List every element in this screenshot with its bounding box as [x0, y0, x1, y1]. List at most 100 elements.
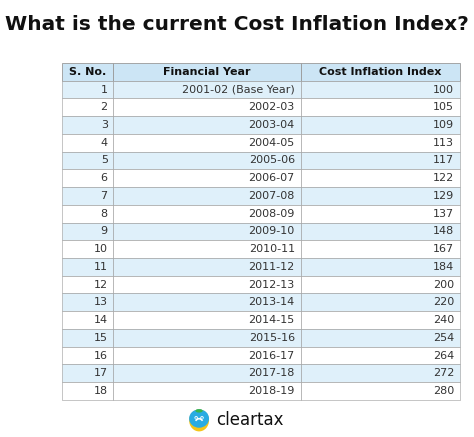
Bar: [62, 364, 113, 382]
Text: 2: 2: [100, 102, 108, 112]
Bar: [62, 134, 113, 152]
Bar: [62, 152, 113, 170]
Circle shape: [201, 417, 203, 419]
Text: 18: 18: [93, 386, 108, 396]
Text: 1: 1: [100, 85, 108, 94]
Bar: [113, 134, 301, 152]
Text: 2005-06: 2005-06: [249, 156, 295, 166]
Text: Financial Year: Financial Year: [163, 67, 251, 77]
Circle shape: [194, 416, 198, 419]
Text: 272: 272: [433, 368, 454, 378]
Bar: [301, 382, 460, 400]
Bar: [113, 311, 301, 329]
Text: What is the current Cost Inflation Index?: What is the current Cost Inflation Index…: [5, 14, 469, 34]
Bar: [301, 258, 460, 276]
Text: cleartax: cleartax: [216, 411, 284, 429]
Text: 13: 13: [94, 297, 108, 307]
Text: 2012-13: 2012-13: [248, 280, 295, 290]
Bar: [113, 205, 301, 222]
Bar: [62, 170, 113, 187]
Bar: [62, 187, 113, 205]
Text: 2009-10: 2009-10: [248, 226, 295, 236]
Text: 2004-05: 2004-05: [248, 138, 295, 148]
Text: Cost Inflation Index: Cost Inflation Index: [319, 67, 441, 77]
Bar: [62, 258, 113, 276]
Bar: [301, 347, 460, 364]
Bar: [62, 116, 113, 134]
Bar: [62, 81, 113, 98]
Bar: [301, 364, 460, 382]
Bar: [113, 170, 301, 187]
Ellipse shape: [195, 409, 203, 413]
Text: 8: 8: [100, 209, 108, 218]
Bar: [62, 276, 113, 294]
Bar: [113, 258, 301, 276]
Circle shape: [195, 417, 197, 419]
Text: 2007-08: 2007-08: [248, 191, 295, 201]
Ellipse shape: [189, 409, 209, 431]
Text: 2001-02 (Base Year): 2001-02 (Base Year): [182, 85, 295, 94]
Bar: [62, 329, 113, 347]
Text: 3: 3: [100, 120, 108, 130]
Text: 4: 4: [100, 138, 108, 148]
Text: 148: 148: [433, 226, 454, 236]
Bar: [301, 63, 460, 81]
Bar: [301, 81, 460, 98]
Bar: [113, 329, 301, 347]
Text: 7: 7: [100, 191, 108, 201]
Bar: [62, 98, 113, 116]
Text: 184: 184: [433, 262, 454, 272]
Text: 280: 280: [433, 386, 454, 396]
Text: 2016-17: 2016-17: [248, 350, 295, 361]
Bar: [113, 240, 301, 258]
Bar: [301, 240, 460, 258]
Text: 11: 11: [94, 262, 108, 272]
Bar: [113, 382, 301, 400]
Text: 2010-11: 2010-11: [249, 244, 295, 254]
Text: 167: 167: [433, 244, 454, 254]
Text: 2017-18: 2017-18: [248, 368, 295, 378]
Text: 240: 240: [433, 315, 454, 325]
Text: 264: 264: [433, 350, 454, 361]
Text: 2002-03: 2002-03: [248, 102, 295, 112]
Text: 10: 10: [94, 244, 108, 254]
Bar: [62, 382, 113, 400]
Bar: [301, 311, 460, 329]
Text: 254: 254: [433, 333, 454, 343]
Text: 220: 220: [433, 297, 454, 307]
Bar: [62, 294, 113, 311]
Text: 17: 17: [93, 368, 108, 378]
Bar: [301, 222, 460, 240]
Text: 12: 12: [93, 280, 108, 290]
Circle shape: [201, 416, 204, 419]
Bar: [113, 152, 301, 170]
Bar: [113, 294, 301, 311]
Bar: [301, 294, 460, 311]
Text: 105: 105: [433, 102, 454, 112]
Text: 9: 9: [100, 226, 108, 236]
Text: 122: 122: [433, 173, 454, 183]
Bar: [113, 81, 301, 98]
Bar: [62, 205, 113, 222]
Bar: [113, 347, 301, 364]
Text: 2008-09: 2008-09: [248, 209, 295, 218]
Bar: [301, 276, 460, 294]
Text: 2014-15: 2014-15: [248, 315, 295, 325]
Text: 100: 100: [433, 85, 454, 94]
Text: 5: 5: [100, 156, 108, 166]
Text: 2018-19: 2018-19: [248, 386, 295, 396]
Bar: [113, 222, 301, 240]
Text: 2006-07: 2006-07: [248, 173, 295, 183]
Bar: [301, 116, 460, 134]
Bar: [301, 329, 460, 347]
Bar: [113, 187, 301, 205]
Text: 2013-14: 2013-14: [248, 297, 295, 307]
Bar: [113, 276, 301, 294]
Bar: [62, 240, 113, 258]
Bar: [62, 347, 113, 364]
Bar: [301, 170, 460, 187]
Bar: [62, 311, 113, 329]
Bar: [113, 116, 301, 134]
Text: 137: 137: [433, 209, 454, 218]
Text: 14: 14: [93, 315, 108, 325]
